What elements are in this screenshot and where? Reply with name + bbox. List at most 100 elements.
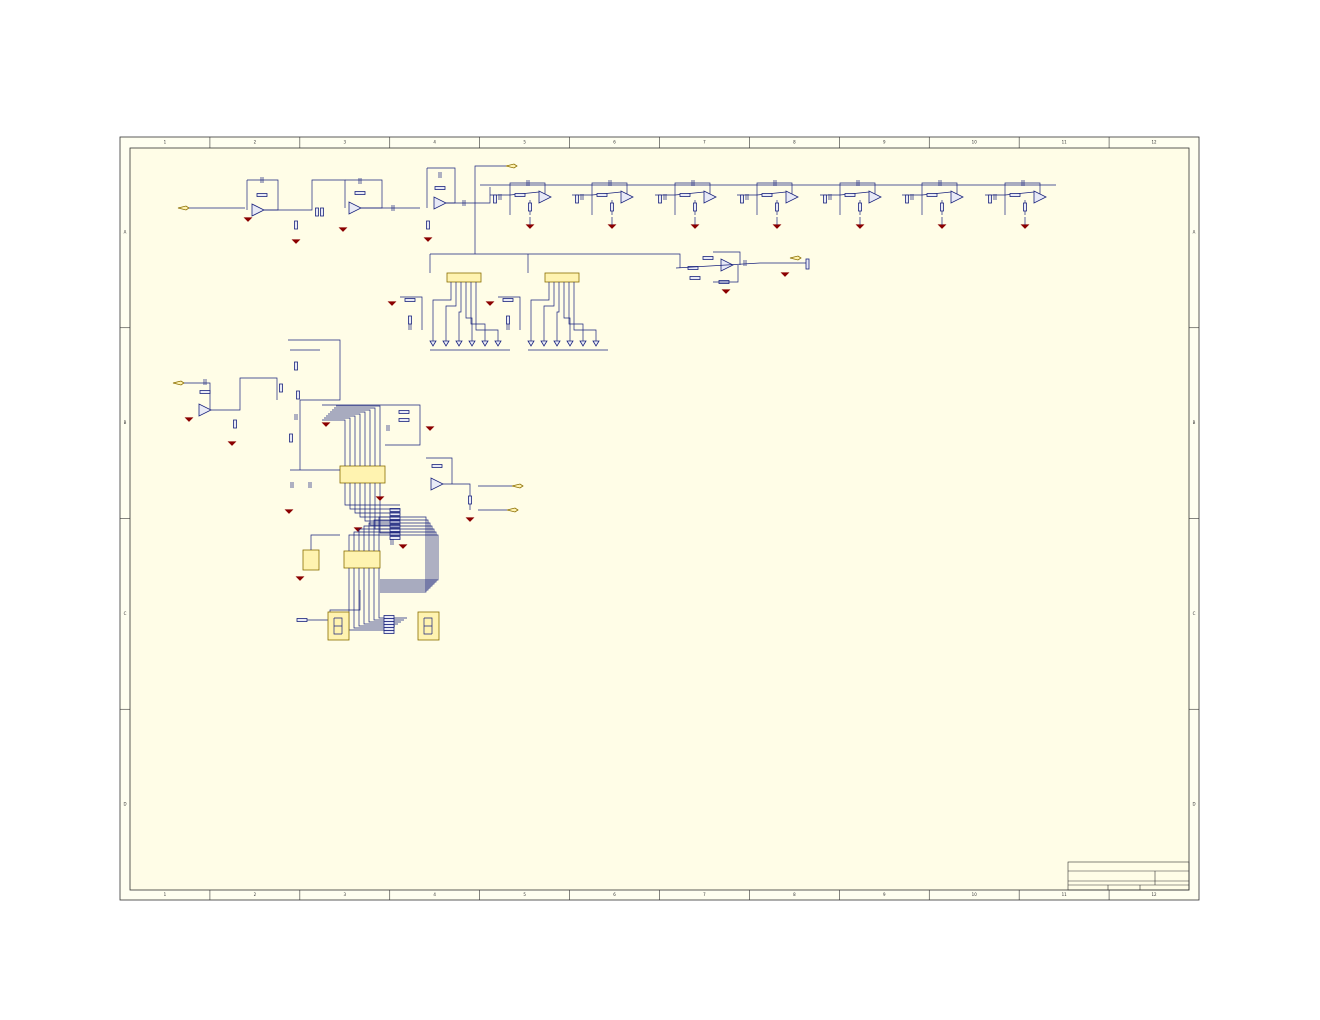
wire [332, 409, 371, 466]
resistor [679, 193, 691, 197]
resistor [296, 618, 308, 622]
wire [563, 282, 571, 343]
zone-label: 5 [523, 140, 526, 145]
resistor [1009, 193, 1021, 197]
resistor [389, 532, 401, 536]
led [540, 340, 548, 347]
resistor [320, 207, 324, 217]
resistor [354, 191, 366, 195]
op-amp [703, 190, 717, 204]
op-amp [785, 190, 799, 204]
resistor [905, 194, 909, 204]
resistor [233, 419, 237, 429]
resistor [383, 621, 395, 625]
led [468, 340, 476, 347]
wire [348, 534, 439, 581]
title-block [1067, 861, 1190, 891]
ground [485, 301, 495, 306]
wire [426, 457, 453, 484]
op-amp [251, 203, 265, 217]
resistor [404, 298, 416, 302]
ic-chip [302, 549, 320, 571]
resistor [693, 202, 697, 212]
resistor [389, 528, 401, 532]
ground [321, 422, 331, 427]
zone-label: B [1193, 420, 1196, 425]
zone-label: 12 [1151, 892, 1157, 897]
op-amp [1033, 190, 1047, 204]
wire [288, 339, 341, 470]
wire [336, 405, 381, 466]
wire [498, 296, 521, 330]
ground [398, 544, 408, 549]
zone-label: 7 [703, 140, 706, 145]
resistor [389, 512, 401, 516]
wire [328, 413, 361, 466]
zone-label: C [124, 611, 127, 616]
wire [300, 590, 361, 621]
wire [378, 568, 407, 619]
wire [184, 382, 211, 410]
resistor [431, 464, 443, 468]
ground [295, 576, 305, 581]
resistor [775, 202, 779, 212]
wire [713, 265, 739, 283]
wire [324, 417, 351, 466]
resistor [761, 193, 773, 197]
resistor [740, 194, 744, 204]
resistor [844, 193, 856, 197]
resistor [689, 276, 701, 280]
wire [334, 407, 376, 466]
zone-label: 2 [254, 892, 257, 897]
wire [568, 282, 584, 343]
ic-chip [446, 272, 482, 283]
port [511, 483, 524, 489]
led [481, 340, 489, 347]
resistor [279, 383, 283, 393]
resistor [468, 495, 472, 505]
zone-label: A [124, 229, 127, 234]
resistor [296, 390, 300, 400]
resistor [658, 194, 662, 204]
zone-label: 8 [793, 140, 796, 145]
led [442, 340, 450, 347]
port [505, 163, 518, 169]
wire [358, 568, 395, 627]
wire [211, 377, 278, 411]
zone-label: 3 [344, 892, 347, 897]
resistor [315, 207, 319, 217]
wire [655, 182, 711, 196]
wire [322, 404, 421, 446]
led [592, 340, 600, 347]
resistor [389, 520, 401, 524]
resistor [514, 193, 526, 197]
zone-label: 6 [613, 140, 616, 145]
resistor [383, 630, 395, 634]
resistor [294, 220, 298, 230]
wire [530, 282, 550, 343]
wire [445, 282, 457, 343]
op-amp [538, 190, 552, 204]
led [494, 340, 502, 347]
port [789, 255, 802, 261]
led [429, 340, 437, 347]
wire [556, 282, 560, 343]
zone-label: 1 [164, 892, 167, 897]
resistor [926, 193, 938, 197]
resistor [256, 193, 268, 197]
zone-label: 11 [1062, 892, 1068, 897]
zone-label: 2 [254, 140, 257, 145]
zone-label: A [1193, 229, 1196, 234]
op-amp [950, 190, 964, 204]
op-amp [348, 201, 362, 215]
resistor [702, 256, 714, 260]
ic-chip [544, 272, 580, 283]
resistor [610, 202, 614, 212]
wire [470, 282, 486, 343]
wire [465, 282, 473, 343]
inner-frame [129, 147, 1190, 891]
resistor [389, 508, 401, 512]
wire [432, 282, 452, 343]
wire [322, 419, 346, 466]
